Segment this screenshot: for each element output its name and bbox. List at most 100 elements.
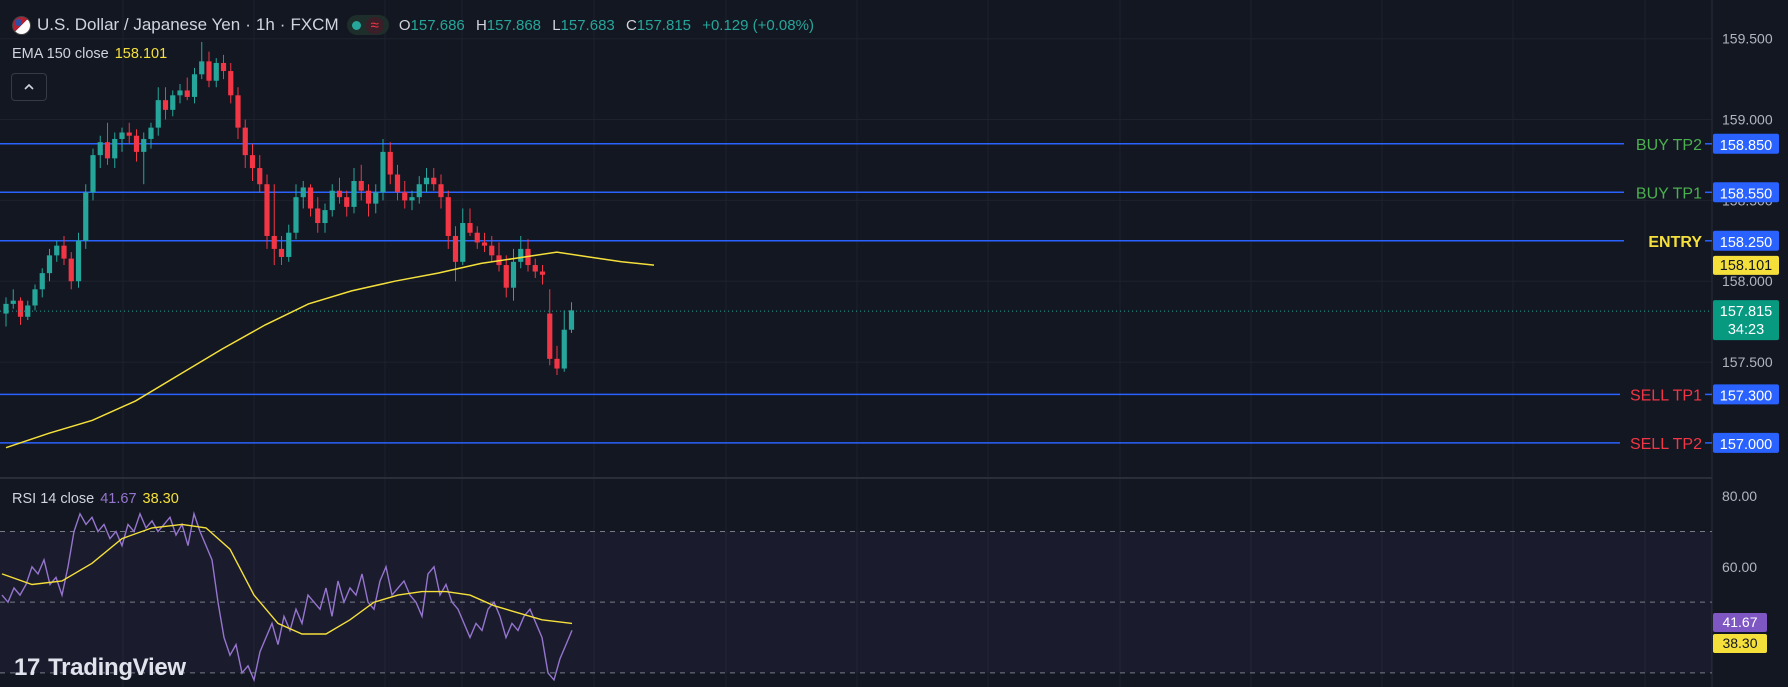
candle-body (358, 180, 364, 191)
candle-body (532, 265, 538, 272)
candle-body (235, 95, 241, 128)
candle-body (539, 271, 546, 275)
candle-body (300, 187, 306, 198)
candle-body (423, 177, 430, 185)
candle-body (39, 273, 45, 290)
candle-body (191, 74, 198, 97)
ema-price-badge (1713, 255, 1779, 275)
candle-body (387, 151, 393, 175)
candle-body (133, 135, 140, 152)
candle-body (249, 155, 256, 169)
change-value: +0.129 (+0.08%) (702, 16, 814, 34)
candle-body (32, 289, 38, 306)
candle-body (518, 248, 524, 262)
rsi-ma-value-badge (1713, 634, 1767, 653)
high-label: H (475, 16, 487, 34)
candle-body (242, 127, 248, 156)
candle-body (286, 232, 292, 257)
candle-body (264, 184, 270, 236)
collapse-legend-button[interactable] (11, 73, 47, 101)
rsi-value-label: 41.67 (1722, 614, 1757, 630)
last-price-badge (1713, 300, 1779, 341)
level-name-label: ENTRY (1648, 234, 1702, 251)
market-open-dot-icon (351, 20, 361, 30)
rsi-ma-value-label: 38.30 (1722, 635, 1757, 651)
exchange: FXCM (290, 15, 339, 34)
ema-legend-label: EMA 150 close (12, 46, 109, 62)
us-japan-flag-icon (12, 15, 31, 35)
price-tick-label: 157.500 (1722, 354, 1773, 370)
interval[interactable]: 1h (255, 15, 275, 34)
candle-body (278, 248, 285, 257)
ema-legend-value: 158.101 (114, 46, 168, 62)
candle-body (438, 184, 444, 198)
last-price-label: 157.815 (1720, 304, 1772, 320)
open-label: O (398, 16, 411, 34)
candle-body (474, 232, 480, 243)
candle-body (112, 138, 118, 159)
level-name-label: SELL TP1 (1630, 387, 1702, 404)
candle-body (75, 240, 82, 282)
level-price-badge (1713, 182, 1779, 203)
candle-body (54, 245, 60, 256)
candle-body (344, 197, 350, 207)
level-price-label: 158.550 (1720, 186, 1772, 202)
rsi-ma-legend-value: 38.30 (142, 491, 179, 507)
candle-body (336, 190, 343, 198)
level-price-label: 157.000 (1720, 437, 1772, 453)
wave-icon: ≈ (365, 16, 384, 34)
rsi-tick-label: 60.00 (1722, 559, 1757, 575)
candle-body (561, 329, 567, 369)
level-price-badge (1713, 384, 1779, 405)
level-price-badge (1713, 230, 1779, 251)
candle-body (25, 305, 31, 317)
tradingview-logo[interactable]: 17 TradingView (14, 654, 186, 682)
candle-body (213, 62, 219, 81)
candle-body (155, 100, 161, 128)
ema-line (5, 251, 655, 449)
candle-body (315, 208, 321, 224)
candle-body (402, 192, 408, 201)
candle-body (293, 197, 299, 233)
level-name-label: BUY TP2 (1636, 137, 1702, 154)
separator: · (279, 15, 286, 34)
candle-body (228, 71, 234, 96)
market-status-pill[interactable]: ≈ (346, 15, 389, 35)
rsi-legend[interactable]: RSI 14 close 41.67 38.30 (12, 491, 179, 507)
candle-body (141, 138, 147, 152)
price-tick-label: 159.500 (1722, 31, 1773, 47)
candle-body (510, 261, 517, 288)
candle-body (467, 223, 473, 233)
rsi-legend-label: RSI 14 close (12, 491, 95, 507)
candle-body (329, 190, 335, 211)
bar-countdown-label: 34:23 (1728, 322, 1764, 338)
rsi-value-badge (1713, 613, 1767, 632)
separator: · (245, 15, 251, 34)
candle-body (220, 62, 227, 72)
candle-body (503, 265, 509, 288)
candle-body (199, 61, 205, 75)
level-price-badge (1713, 133, 1779, 154)
tradingview-logo-mark: 17 (14, 654, 41, 681)
chart-header: U.S. Dollar / Japanese Yen · 1h · FXCM ≈… (12, 13, 821, 37)
candle-body (170, 95, 176, 110)
candle-body (416, 184, 422, 198)
candle-body (257, 168, 263, 185)
candle-body (148, 127, 154, 139)
ema-legend[interactable]: EMA 150 close 158.101 (12, 46, 167, 62)
price-axis[interactable]: 159.500159.000158.500158.000157.500158.8… (1713, 31, 1779, 453)
tradingview-logo-text: TradingView (48, 654, 186, 681)
price-tick-label: 158.000 (1722, 273, 1773, 289)
rsi-legend-value: 41.67 (100, 491, 137, 507)
candle-body (554, 358, 560, 369)
symbol-name[interactable]: U.S. Dollar / Japanese Yen (37, 15, 241, 34)
rsi-panel[interactable]: 80.00 60.00 41.67 38.30 (0, 488, 1767, 683)
candle-body (119, 132, 125, 139)
level-price-label: 158.850 (1720, 138, 1772, 154)
close-label: C (625, 16, 637, 34)
ohlc-readout: O157.686 H157.868 L157.683 C157.815 +0.1… (399, 17, 821, 34)
candle-body (481, 242, 488, 246)
price-levels: BUY TP2 BUY TP1 ENTRY SELL TP1 SELL TP2 (0, 137, 1712, 453)
level-name-label: SELL TP2 (1630, 436, 1702, 453)
